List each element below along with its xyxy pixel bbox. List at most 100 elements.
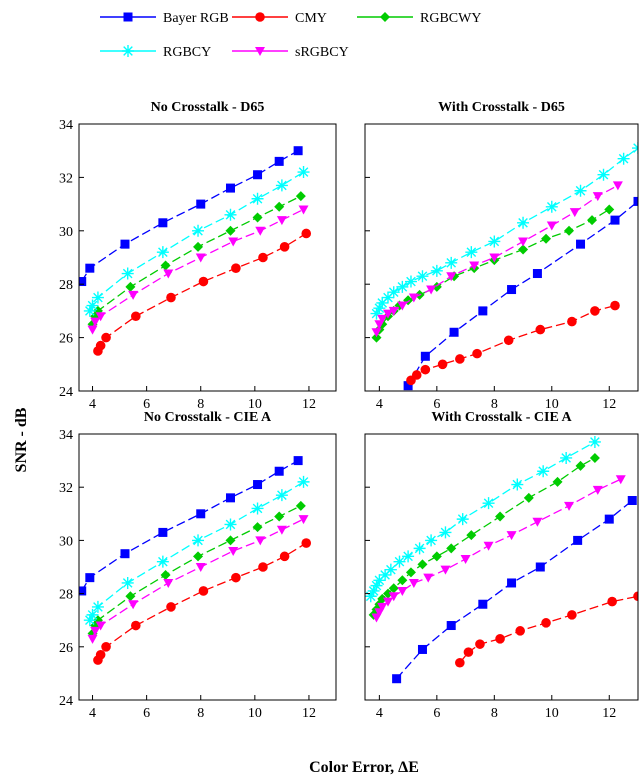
series-line [81,150,299,282]
series-line [370,441,596,597]
data-point [160,569,171,580]
legend-label: Bayer RGB [163,11,229,26]
x-tick-label: 8 [491,706,498,721]
data-point [503,335,514,346]
data-point [597,168,610,181]
data-point [574,184,587,197]
data-point [371,332,382,343]
data-point [253,170,263,180]
y-tick-label: 28 [59,278,73,293]
data-point [567,610,577,620]
data-point [276,216,287,226]
y-tick-label: 24 [59,385,73,400]
data-point [446,621,456,631]
data-point [604,514,614,524]
data-point [472,348,482,359]
panel: With Crosstalk - D65 4 6 8 10 12 [364,100,639,412]
data-point [365,590,377,603]
legend-label: RGBCWY [420,11,481,26]
data-point [482,497,495,510]
series [371,181,623,338]
series-line [81,460,299,592]
data-point [420,364,431,375]
data-point [101,642,111,652]
legend-marker [123,12,133,22]
data-point [392,674,402,684]
plot-area [370,142,638,391]
data-point [518,244,529,255]
data-point [475,639,485,649]
data-point [573,535,583,545]
series-line [91,195,302,325]
data-point [612,181,623,191]
data-point [592,192,603,202]
data-point [483,541,494,551]
x-tick-label: 6 [143,397,150,412]
data-point [430,264,443,277]
panel-title: No Crosstalk - CIE A [144,410,272,425]
series-line [91,208,304,330]
data-point [274,466,284,476]
panel-title: No Crosstalk - D65 [151,100,265,115]
x-tick-label: 12 [602,397,616,412]
data-point [455,354,465,364]
data-point [258,562,268,572]
data-point [120,239,130,249]
panel: No Crosstalk - CIE A 4 6 8 10 12 24 26 28 30 32 34 [59,410,337,721]
data-point [125,591,136,602]
x-tick-label: 4 [376,706,383,721]
data-point [423,573,434,583]
data-point [192,224,205,237]
x-tick-label: 8 [197,397,204,412]
data-point [382,588,393,599]
data-point [439,526,452,539]
x-tick-label: 6 [143,706,150,721]
data-point [86,608,99,621]
series [87,515,309,644]
data-point [469,261,480,271]
data-point [231,572,241,583]
data-point [388,306,399,316]
data-point [295,191,306,202]
data-point [85,263,95,273]
x-tick-label: 10 [545,706,559,721]
data-point [488,235,501,248]
data-point [274,201,285,212]
series-line [396,499,633,680]
data-point [258,252,268,263]
data-point [431,551,442,562]
data-point [589,452,600,463]
data-point [275,179,288,192]
data-point [388,583,399,594]
x-tick-label: 4 [376,397,383,412]
data-point [588,435,601,448]
y-tick-label: 30 [59,225,73,240]
data-point [607,596,617,607]
data-point [523,492,534,503]
y-tick-label: 32 [59,481,73,496]
data-point [131,620,141,631]
data-point [251,502,264,515]
series-line [407,200,638,387]
data-point [564,501,575,511]
plot-area [79,146,312,356]
data-point [87,325,98,335]
data-point [465,246,478,259]
data-point [506,531,517,541]
data-point [298,205,309,215]
data-point [381,291,394,304]
data-point [225,535,236,546]
data-point [279,551,290,562]
series-line [97,232,307,352]
data-point [275,489,288,502]
series [368,452,600,620]
data-point [610,215,620,225]
data-point [79,586,87,596]
data-point [426,285,437,295]
legend-marker [122,45,134,57]
data-point [166,602,176,612]
data-point [225,225,236,236]
x-tick-label: 12 [602,706,616,721]
data-point [413,542,426,555]
data-point [545,200,558,213]
